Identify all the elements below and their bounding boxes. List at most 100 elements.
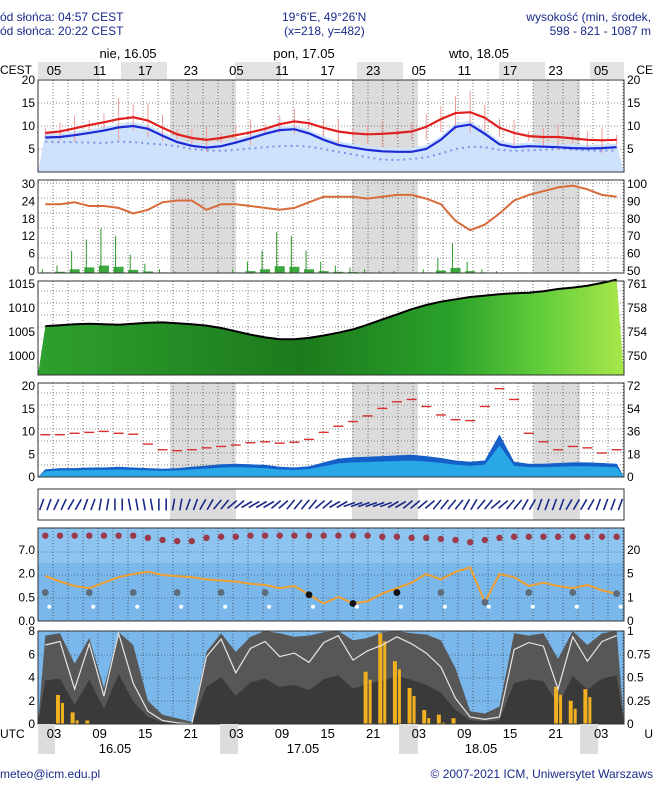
visibility-tick-label: 0.5 — [18, 590, 35, 604]
visibility-high-dot — [320, 532, 327, 539]
fog-dot — [305, 591, 313, 599]
fog-dot — [349, 600, 357, 607]
wind-direction-panel-frame — [37, 488, 625, 521]
wind-direction-arrow — [380, 501, 392, 508]
visibility-tick-label-right: 0 — [627, 614, 634, 628]
fog-dot — [129, 589, 137, 596]
fog-dot — [173, 589, 181, 596]
wind-direction-arrow — [490, 500, 501, 509]
wind-direction-arrow — [60, 498, 67, 511]
rain-bar — [245, 271, 256, 273]
haze-dot — [267, 604, 272, 609]
sunshine-bar — [55, 694, 60, 724]
wind-direction-arrow — [454, 499, 464, 510]
visibility-high-dot — [364, 532, 371, 539]
visibility-high-dot — [437, 535, 445, 543]
wind-direction-arrow — [610, 498, 616, 511]
bottom-axis-tick-label: 15 — [503, 726, 517, 741]
rain-bar — [128, 269, 139, 273]
wind-direction-arrow — [255, 500, 268, 509]
humidity-tick-label: 60 — [627, 247, 641, 261]
rain-bar — [54, 271, 65, 273]
wind-tick-label: 20 — [22, 379, 36, 393]
top-axis-tick-label: 23 — [548, 63, 562, 78]
wind-direction-arrow — [38, 498, 45, 511]
wind-direction-arrow — [498, 500, 509, 509]
haze-dot — [354, 604, 359, 609]
cloud-fraction-tick-label: 1 — [627, 624, 634, 638]
sunshine-bar — [588, 697, 592, 724]
temperature-tick-label: 10 — [22, 119, 36, 133]
visibility-tick-label: 0.0 — [18, 614, 35, 628]
humidity-tick-label: 100 — [627, 177, 647, 191]
temperature-max-line — [45, 111, 617, 142]
precip-tick-label: 12 — [22, 229, 36, 243]
visibility-high-dot — [554, 533, 562, 540]
wind-direction-arrow — [350, 501, 363, 508]
wind-direction-arrow — [206, 498, 214, 511]
wind-direction-arrow — [343, 501, 356, 508]
sunshine-bar — [422, 710, 427, 724]
temperature-tick-label-right: 10 — [627, 119, 641, 133]
wind-direction-arrow — [67, 498, 75, 511]
top-axis-tick-label: 23 — [184, 63, 198, 78]
cloud-fraction-tick-label: 0.25 — [627, 694, 651, 708]
cloud-octa-tick-label: 8 — [28, 624, 35, 638]
wind-direction-arrow — [558, 498, 565, 511]
temperature-tick-label: 15 — [22, 96, 36, 110]
temperature-tick-label-right: 15 — [627, 96, 641, 110]
top-axis-day-label: wto, 18.05 — [448, 46, 509, 61]
wind-direction-arrow — [470, 498, 478, 511]
visibility-high-dot — [291, 532, 298, 539]
top-axis-tick-label: 05 — [229, 63, 243, 78]
cloud-low-area — [38, 674, 624, 724]
copyright-text: © 2007-2021 ICM, Uniwersytet Warszaws — [430, 767, 653, 781]
visibility-high-dot — [452, 536, 459, 544]
temperature-spread-area — [38, 120, 624, 172]
pressure-mmhg-tick-label: 750 — [627, 349, 647, 363]
sunshine-bar — [85, 720, 90, 724]
temperature-panel-frame — [37, 79, 625, 173]
contact-email[interactable]: meteo@icm.edu.pl — [0, 767, 101, 781]
rain-bar — [289, 266, 300, 273]
visibility-high-dot — [188, 537, 196, 545]
wind-direction-arrow — [505, 499, 515, 510]
rain-bar — [450, 268, 461, 273]
haze-dot — [486, 604, 491, 609]
rain-bar — [113, 266, 124, 273]
wind-direction-arrow — [372, 501, 385, 508]
top-axis-tick-label: 23 — [366, 63, 380, 78]
wind-direction-arrow — [248, 500, 260, 509]
visibility-high-dot — [100, 532, 108, 539]
rain-bar — [84, 267, 95, 273]
sunshine-bar — [70, 712, 75, 724]
rain-bar — [435, 270, 446, 273]
wind-direction-arrow — [587, 498, 595, 511]
wind-tick-label: 15 — [22, 402, 36, 416]
wind-direction-arrow — [440, 499, 450, 510]
wind-direction-arrow — [293, 499, 303, 510]
wind-direction-arrow — [336, 500, 348, 509]
sunshine-bar — [436, 714, 441, 724]
cloud-octa-tick-label: 6 — [28, 647, 35, 661]
fog-dot — [85, 589, 93, 596]
coordinates-text: 19°6'E, 49°26'N — [282, 10, 367, 24]
rain-bar — [142, 271, 153, 273]
precip-tick-label: 18 — [22, 212, 36, 226]
visibility-high-dot — [144, 534, 152, 542]
wind-direction-arrow — [286, 499, 296, 510]
visibility-high-dot — [247, 532, 254, 539]
wind-direction-arrow — [199, 498, 207, 511]
fog-dot — [437, 589, 445, 596]
top-axis-band — [499, 62, 545, 79]
visibility-high-dot — [173, 537, 181, 545]
night-band — [533, 383, 580, 477]
night-band — [170, 180, 236, 273]
wind-direction-arrow — [263, 500, 275, 509]
pressure-tick-label: 1015 — [8, 277, 35, 291]
haze-dot — [311, 604, 316, 609]
wind-direction-arrow — [212, 499, 222, 510]
sunshine-bar — [407, 687, 412, 724]
top-axis-band — [121, 62, 167, 79]
visibility-high-dot — [42, 532, 49, 539]
